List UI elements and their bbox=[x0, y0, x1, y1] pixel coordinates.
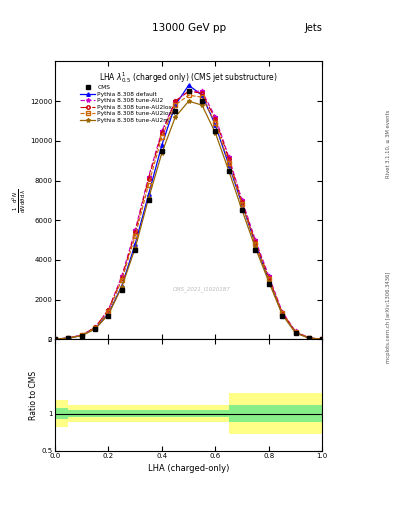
Text: LHA $\lambda^{1}_{0.5}$ (charged only) (CMS jet substructure): LHA $\lambda^{1}_{0.5}$ (charged only) (… bbox=[99, 70, 278, 84]
Text: mcplots.cern.ch [arXiv:1306.3436]: mcplots.cern.ch [arXiv:1306.3436] bbox=[386, 272, 391, 363]
Text: Jets: Jets bbox=[305, 23, 322, 33]
Y-axis label: $\frac{1}{\mathrm{d}N}\frac{\mathrm{d}^2N}{\mathrm{d}\theta\,\mathrm{d}\lambda}$: $\frac{1}{\mathrm{d}N}\frac{\mathrm{d}^2… bbox=[11, 188, 28, 212]
X-axis label: LHA (charged-only): LHA (charged-only) bbox=[148, 463, 230, 473]
Text: Rivet 3.1.10, ≥ 3M events: Rivet 3.1.10, ≥ 3M events bbox=[386, 109, 391, 178]
Y-axis label: Ratio to CMS: Ratio to CMS bbox=[29, 370, 39, 419]
Text: CMS_2021_I1920187: CMS_2021_I1920187 bbox=[173, 287, 231, 292]
Legend: CMS, Pythia 8.308 default, Pythia 8.308 tune-AU2, Pythia 8.308 tune-AU2lox, Pyth: CMS, Pythia 8.308 default, Pythia 8.308 … bbox=[78, 82, 178, 125]
Text: 13000 GeV pp: 13000 GeV pp bbox=[152, 23, 226, 33]
